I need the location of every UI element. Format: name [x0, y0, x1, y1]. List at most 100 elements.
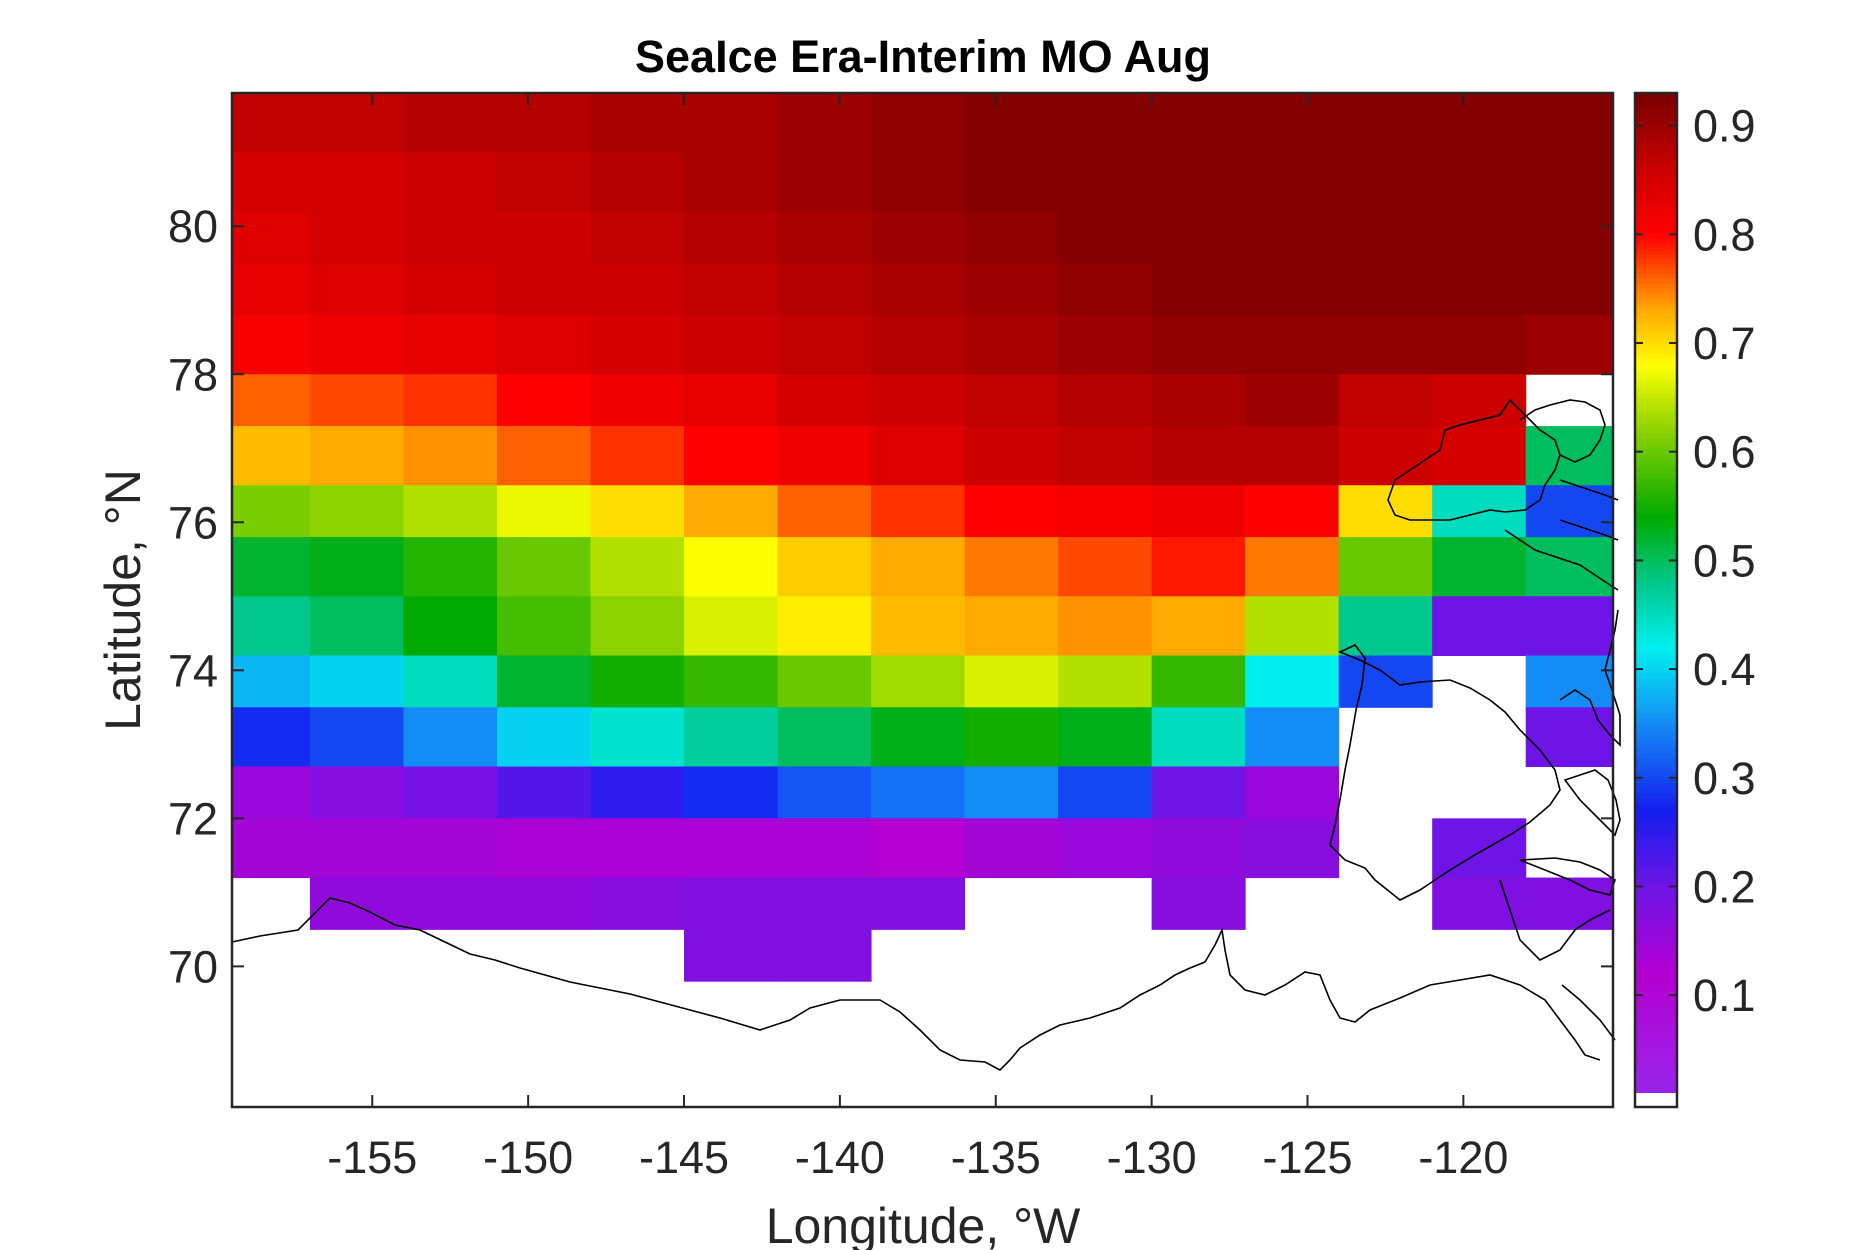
heatmap-cell — [496, 263, 591, 316]
colorbar-swatch — [1635, 243, 1677, 249]
heatmap-cell — [496, 426, 591, 486]
colorbar-swatch — [1635, 553, 1677, 559]
heatmap-cell — [1338, 596, 1433, 657]
heatmap-cell — [1058, 93, 1153, 153]
heatmap-cell — [1245, 766, 1340, 819]
heatmap-cell — [1151, 152, 1246, 212]
colorbar-swatch — [1635, 878, 1677, 884]
colorbar-swatch — [1635, 873, 1677, 879]
colorbar-swatch — [1635, 373, 1677, 379]
heatmap-cell — [684, 655, 779, 708]
heatmap-cell — [871, 93, 966, 153]
colorbar-swatch — [1635, 188, 1677, 194]
colorbar-swatch — [1635, 988, 1677, 994]
heatmap-cell — [1058, 211, 1153, 264]
heatmap-cell — [1058, 263, 1153, 316]
colorbar-swatch — [1635, 178, 1677, 184]
colorbar-swatch — [1635, 163, 1677, 169]
heatmap-cell — [309, 426, 404, 486]
colorbar-swatch — [1635, 543, 1677, 549]
heatmap-cell — [777, 315, 872, 375]
heatmap-cell — [1525, 152, 1614, 212]
colorbar-swatch — [1635, 958, 1677, 964]
colorbar-swatch — [1635, 233, 1677, 239]
heatmap-cell — [1058, 707, 1153, 768]
colorbar-swatch — [1635, 1043, 1677, 1049]
heatmap-cell — [964, 152, 1059, 212]
colorbar-tick-label: 0.8 — [1693, 209, 1756, 260]
x-tick-label: -120 — [1418, 1132, 1508, 1183]
colorbar-swatch — [1635, 408, 1677, 414]
heatmap-cell — [777, 596, 872, 657]
colorbar-swatch — [1635, 608, 1677, 614]
colorbar-swatch — [1635, 498, 1677, 504]
heatmap-cell — [590, 707, 685, 768]
y-axis-label: Latitude, °N — [95, 469, 151, 731]
heatmap-cell — [871, 315, 966, 375]
colorbar-swatch — [1635, 208, 1677, 214]
heatmap-cell — [1245, 152, 1340, 212]
y-tick-label: 70 — [168, 941, 218, 992]
colorbar-swatch — [1635, 138, 1677, 144]
heatmap-cell — [309, 374, 404, 427]
colorbar-nodata-swatch — [1635, 1093, 1677, 1107]
alaska-coastline — [231, 897, 1206, 1071]
colorbar-swatch — [1635, 248, 1677, 254]
colorbar-swatch — [1635, 723, 1677, 729]
colorbar-swatch — [1635, 568, 1677, 574]
heatmap-cell — [1245, 93, 1340, 153]
colorbar-swatch — [1635, 328, 1677, 334]
colorbar-swatch — [1635, 313, 1677, 319]
heatmap-cell — [1151, 211, 1246, 264]
mackenzie-coastline — [1204, 927, 1601, 1061]
colorbar-swatch — [1635, 1053, 1677, 1059]
heatmap-cell — [871, 537, 966, 597]
colorbar-swatch — [1635, 263, 1677, 269]
colorbar-swatch — [1635, 823, 1677, 829]
heatmap-cell — [1432, 374, 1527, 427]
colorbar-swatch — [1635, 393, 1677, 399]
heatmap-cell — [1151, 315, 1246, 375]
colorbar-swatch — [1635, 158, 1677, 164]
heatmap-cell — [1058, 485, 1153, 538]
colorbar-swatch — [1635, 618, 1677, 624]
heatmap-cell — [964, 707, 1059, 768]
heatmap-cell — [496, 485, 591, 538]
heatmap-cell — [403, 766, 498, 819]
y-tick-label: 72 — [168, 793, 218, 844]
heatmap-cell — [1151, 877, 1246, 930]
heatmap-cell — [1525, 877, 1614, 930]
colorbar-swatch — [1635, 398, 1677, 404]
y-tick-label: 80 — [168, 201, 218, 252]
heatmap-cell — [590, 537, 685, 597]
colorbar-swatch — [1635, 123, 1677, 129]
heatmap-cell — [1058, 315, 1153, 375]
colorbar-swatch — [1635, 718, 1677, 724]
colorbar-swatch — [1635, 483, 1677, 489]
heatmap-cell — [871, 818, 966, 879]
colorbar-swatch — [1635, 333, 1677, 339]
colorbar-swatch — [1635, 1068, 1677, 1074]
colorbar-swatch — [1635, 388, 1677, 394]
colorbar-swatch — [1635, 428, 1677, 434]
colorbar-swatch — [1635, 563, 1677, 569]
colorbar-swatch — [1635, 978, 1677, 984]
heatmap-cell — [1151, 263, 1246, 316]
colorbar-swatch — [1635, 858, 1677, 864]
heatmap-cell — [496, 211, 591, 264]
colorbar-swatch — [1635, 223, 1677, 229]
colorbar-swatch — [1635, 668, 1677, 674]
colorbar-swatch — [1635, 863, 1677, 869]
heatmap-cell — [403, 485, 498, 538]
heatmap-cell — [309, 263, 404, 316]
colorbar-swatch — [1635, 688, 1677, 694]
heatmap-cell — [496, 93, 591, 153]
heatmap-cell — [684, 818, 779, 879]
heatmap-cell — [1058, 818, 1153, 879]
colorbar-swatch — [1635, 378, 1677, 384]
colorbar-swatch — [1635, 203, 1677, 209]
heatmap-cell — [684, 766, 779, 819]
heatmap-cell — [1245, 818, 1340, 879]
colorbar-swatch — [1635, 588, 1677, 594]
heatmap-cell — [496, 766, 591, 819]
